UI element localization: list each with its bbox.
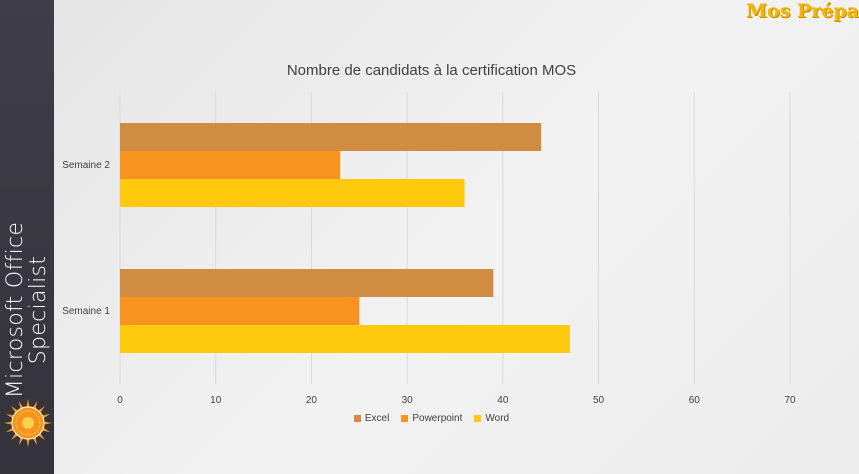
legend-swatch xyxy=(353,415,361,422)
legend-label: Powerpoint xyxy=(412,413,463,424)
bar-excel-semaine-1 xyxy=(120,269,494,297)
x-tick-label: 0 xyxy=(117,395,123,406)
y-category-label: Semaine 2 xyxy=(62,160,110,171)
legend-swatch xyxy=(401,415,409,422)
bar-word-semaine-1 xyxy=(120,325,570,353)
x-tick-label: 60 xyxy=(689,395,701,406)
bar-excel-semaine-2 xyxy=(120,123,542,151)
x-tick-label: 30 xyxy=(402,395,414,406)
x-tick-label: 70 xyxy=(784,395,796,406)
x-tick-label: 10 xyxy=(210,395,222,406)
legend-item-excel: Excel xyxy=(353,413,390,424)
mos-badge-icon xyxy=(4,399,52,447)
x-tick-label: 40 xyxy=(497,395,509,406)
sidebar: Microsoft Office Specialist xyxy=(0,0,54,474)
legend-item-word: Word xyxy=(474,413,509,424)
x-tick-label: 20 xyxy=(306,395,318,406)
bar-word-semaine-2 xyxy=(120,179,465,207)
legend-label: Word xyxy=(485,413,510,424)
x-tick-label: 50 xyxy=(593,395,605,406)
brand-logo: Mos Prépa xyxy=(746,0,859,22)
chart-title: Nombre de candidats à la certification M… xyxy=(286,62,577,79)
legend-swatch xyxy=(474,415,482,422)
chart-legend: Excel Powerpoint Word xyxy=(120,413,743,424)
bar-powerpoint-semaine-1 xyxy=(120,297,360,325)
y-category-label: Semaine 1 xyxy=(62,306,110,317)
legend-label: Excel xyxy=(364,413,390,424)
bar-powerpoint-semaine-2 xyxy=(120,151,341,179)
legend-item-powerpoint: Powerpoint xyxy=(401,413,462,424)
